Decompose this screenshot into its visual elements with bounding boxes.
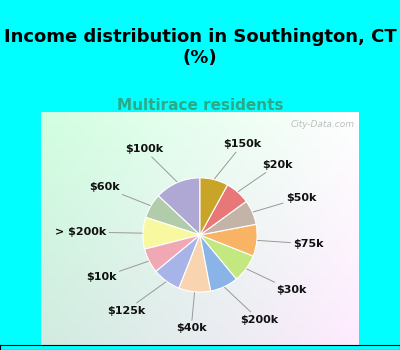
Text: $200k: $200k (225, 287, 278, 325)
Text: $30k: $30k (247, 269, 306, 295)
Wedge shape (200, 178, 228, 235)
Text: $20k: $20k (238, 160, 292, 191)
Wedge shape (156, 235, 200, 288)
Text: > $200k: > $200k (55, 227, 142, 237)
Text: $50k: $50k (253, 193, 316, 212)
Text: Multirace residents: Multirace residents (117, 98, 283, 113)
Text: $60k: $60k (89, 182, 150, 205)
Wedge shape (179, 235, 211, 292)
Wedge shape (200, 224, 257, 256)
Text: $150k: $150k (214, 139, 262, 179)
Text: $100k: $100k (125, 144, 177, 182)
Wedge shape (143, 217, 200, 249)
Text: Income distribution in Southington, CT
(%): Income distribution in Southington, CT (… (4, 28, 396, 67)
Wedge shape (146, 196, 200, 235)
Text: $125k: $125k (107, 282, 166, 316)
Text: $75k: $75k (258, 239, 324, 249)
Wedge shape (200, 235, 236, 291)
Text: City-Data.com: City-Data.com (291, 120, 355, 129)
Wedge shape (200, 201, 256, 235)
Wedge shape (200, 185, 246, 235)
Wedge shape (158, 178, 200, 235)
Text: $10k: $10k (86, 261, 148, 282)
Wedge shape (200, 235, 253, 279)
Text: $40k: $40k (176, 293, 206, 333)
Wedge shape (145, 235, 200, 271)
